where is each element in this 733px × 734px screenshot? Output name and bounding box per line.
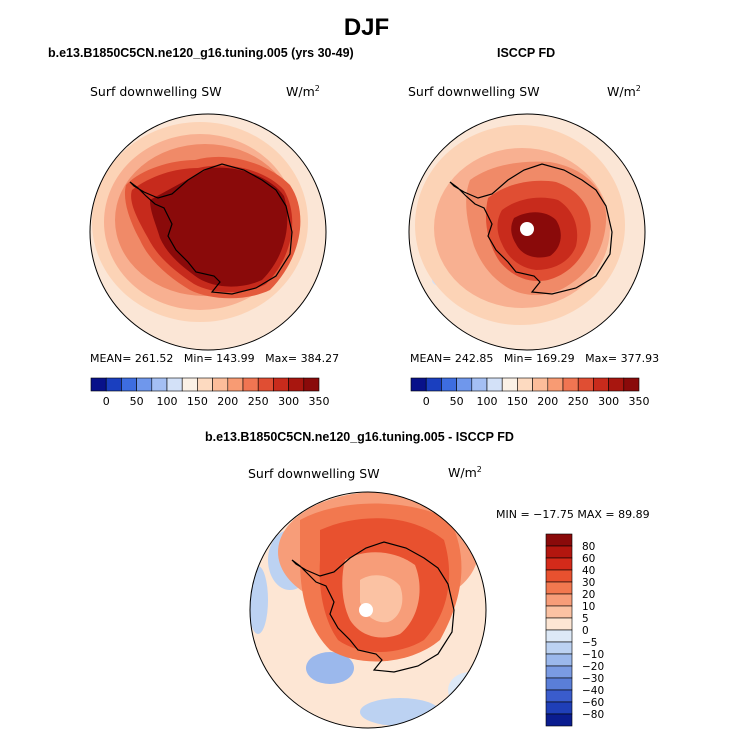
model-antarctica-coastline xyxy=(129,163,293,295)
model-colorbar-tick-label: 250 xyxy=(248,395,269,408)
model-panel-title: b.e13.B1850C5CN.ne120_g16.tuning.005 (yr… xyxy=(48,46,354,60)
diff-antarctica-coastline xyxy=(291,541,455,673)
diff-panel-title: b.e13.B1850C5CN.ne120_g16.tuning.005 - I… xyxy=(205,430,514,444)
diff-colorbar-tick-label: −30 xyxy=(582,673,604,685)
diff-colorbar-swatch xyxy=(545,617,573,631)
model-map-boundary xyxy=(89,113,327,351)
diff-colorbar-tick-label: −10 xyxy=(582,649,604,661)
diff-colorbar-tick-label: 30 xyxy=(582,577,595,589)
diff-colorbar-swatch xyxy=(545,581,573,595)
obs-units-label: W/m2 xyxy=(607,84,641,100)
diff-pole-missing-data xyxy=(359,603,373,617)
obs-colorbar-tick-label: 300 xyxy=(598,395,619,408)
model-colorbar: 0 50 100 150 200 250 300 350 xyxy=(90,377,330,408)
diff-colorbar-tick-label: 0 xyxy=(582,625,589,637)
obs-colorbar-tick-label: 0 xyxy=(423,395,430,408)
model-colorbar-tick-label: 350 xyxy=(309,395,330,408)
model-colorbar-tick-label: 50 xyxy=(130,395,144,408)
model-variable-label: Surf downwelling SW xyxy=(90,84,222,99)
diff-colorbar-tick-label: −80 xyxy=(582,709,604,721)
model-colorbar-tick-label: 200 xyxy=(217,395,238,408)
diff-field-blue-south xyxy=(306,652,354,684)
diff-colorbar-tick-label: 10 xyxy=(582,601,595,613)
diff-map-boundary xyxy=(249,491,487,729)
model-stats: MEAN= 261.52 Min= 143.99 Max= 384.27 xyxy=(90,352,340,365)
model-colorbar-swatch xyxy=(303,377,320,392)
model-colorbar-tick-label: 0 xyxy=(103,395,110,408)
diff-colorbar-tick-label: 40 xyxy=(582,565,595,577)
model-mean: 261.52 xyxy=(134,352,174,365)
diff-colorbar-swatch xyxy=(545,677,573,691)
diff-colorbar-tick-label: −60 xyxy=(582,697,604,709)
diff-colorbar-swatch xyxy=(545,713,573,727)
diff-colorbar-swatch xyxy=(545,569,573,583)
diff-colorbar-swatch xyxy=(545,545,573,559)
diff-colorbar-tick-label: −40 xyxy=(582,685,604,697)
diff-colorbar-swatch xyxy=(545,665,573,679)
obs-colorbar-swatch xyxy=(623,377,640,392)
diff-variable-label: Surf downwelling SW xyxy=(248,466,380,481)
obs-colorbar-tick-label: 250 xyxy=(568,395,589,408)
diff-colorbar-swatch xyxy=(545,653,573,667)
obs-variable-label: Surf downwelling SW xyxy=(408,84,540,99)
model-colorbar-tick-label: 150 xyxy=(187,395,208,408)
obs-min: 169.29 xyxy=(536,352,575,365)
diff-colorbar-swatch xyxy=(545,533,573,547)
obs-map-boundary xyxy=(408,113,646,351)
obs-colorbar-tick-label: 350 xyxy=(629,395,650,408)
season-title: DJF xyxy=(343,14,390,41)
diff-colorbar-swatch xyxy=(545,689,573,703)
obs-colorbar-tick-label: 150 xyxy=(507,395,528,408)
diff-colorbar-swatch xyxy=(545,641,573,655)
diff-colorbar-tick-label: 60 xyxy=(582,553,595,565)
obs-colorbar-tick-label: 200 xyxy=(537,395,558,408)
obs-colorbar-tick-label: 50 xyxy=(450,395,464,408)
diff-minmax: MIN = −17.75 MAX = 89.89 xyxy=(496,508,650,521)
obs-max: 377.93 xyxy=(620,352,660,365)
diff-colorbar-tick-label: −5 xyxy=(582,637,597,649)
diff-colorbar-tick-label: −20 xyxy=(582,661,604,673)
model-colorbar-tick-label: 300 xyxy=(278,395,299,408)
obs-colorbar-tick-label: 100 xyxy=(477,395,498,408)
model-units-label: W/m2 xyxy=(286,84,320,100)
diff-colorbar-tick-label: 5 xyxy=(582,613,589,625)
model-min: 143.99 xyxy=(216,352,255,365)
diff-colorbar-tick-label: 80 xyxy=(582,541,595,553)
diff-colorbar-swatch xyxy=(545,701,573,715)
diff-colorbar-swatch xyxy=(545,557,573,571)
model-colorbar-tick-label: 100 xyxy=(157,395,178,408)
obs-mean: 242.85 xyxy=(454,352,494,365)
model-field-core xyxy=(150,167,288,287)
obs-antarctica-coastline xyxy=(449,163,613,295)
diff-colorbar-swatch xyxy=(545,605,573,619)
obs-pole-missing-data xyxy=(520,222,534,236)
obs-colorbar: 0 50 100 150 200 250 300 350 xyxy=(410,377,650,408)
diff-colorbar-swatch xyxy=(545,629,573,643)
model-max: 384.27 xyxy=(300,352,340,365)
diff-units-label: W/m2 xyxy=(448,465,482,481)
diff-colorbar-swatch xyxy=(545,593,573,607)
obs-panel-title: ISCCP FD xyxy=(497,46,556,60)
obs-stats: MEAN= 242.85 Min= 169.29 Max= 377.93 xyxy=(410,352,660,365)
diff-colorbar-tick-label: 20 xyxy=(582,589,595,601)
